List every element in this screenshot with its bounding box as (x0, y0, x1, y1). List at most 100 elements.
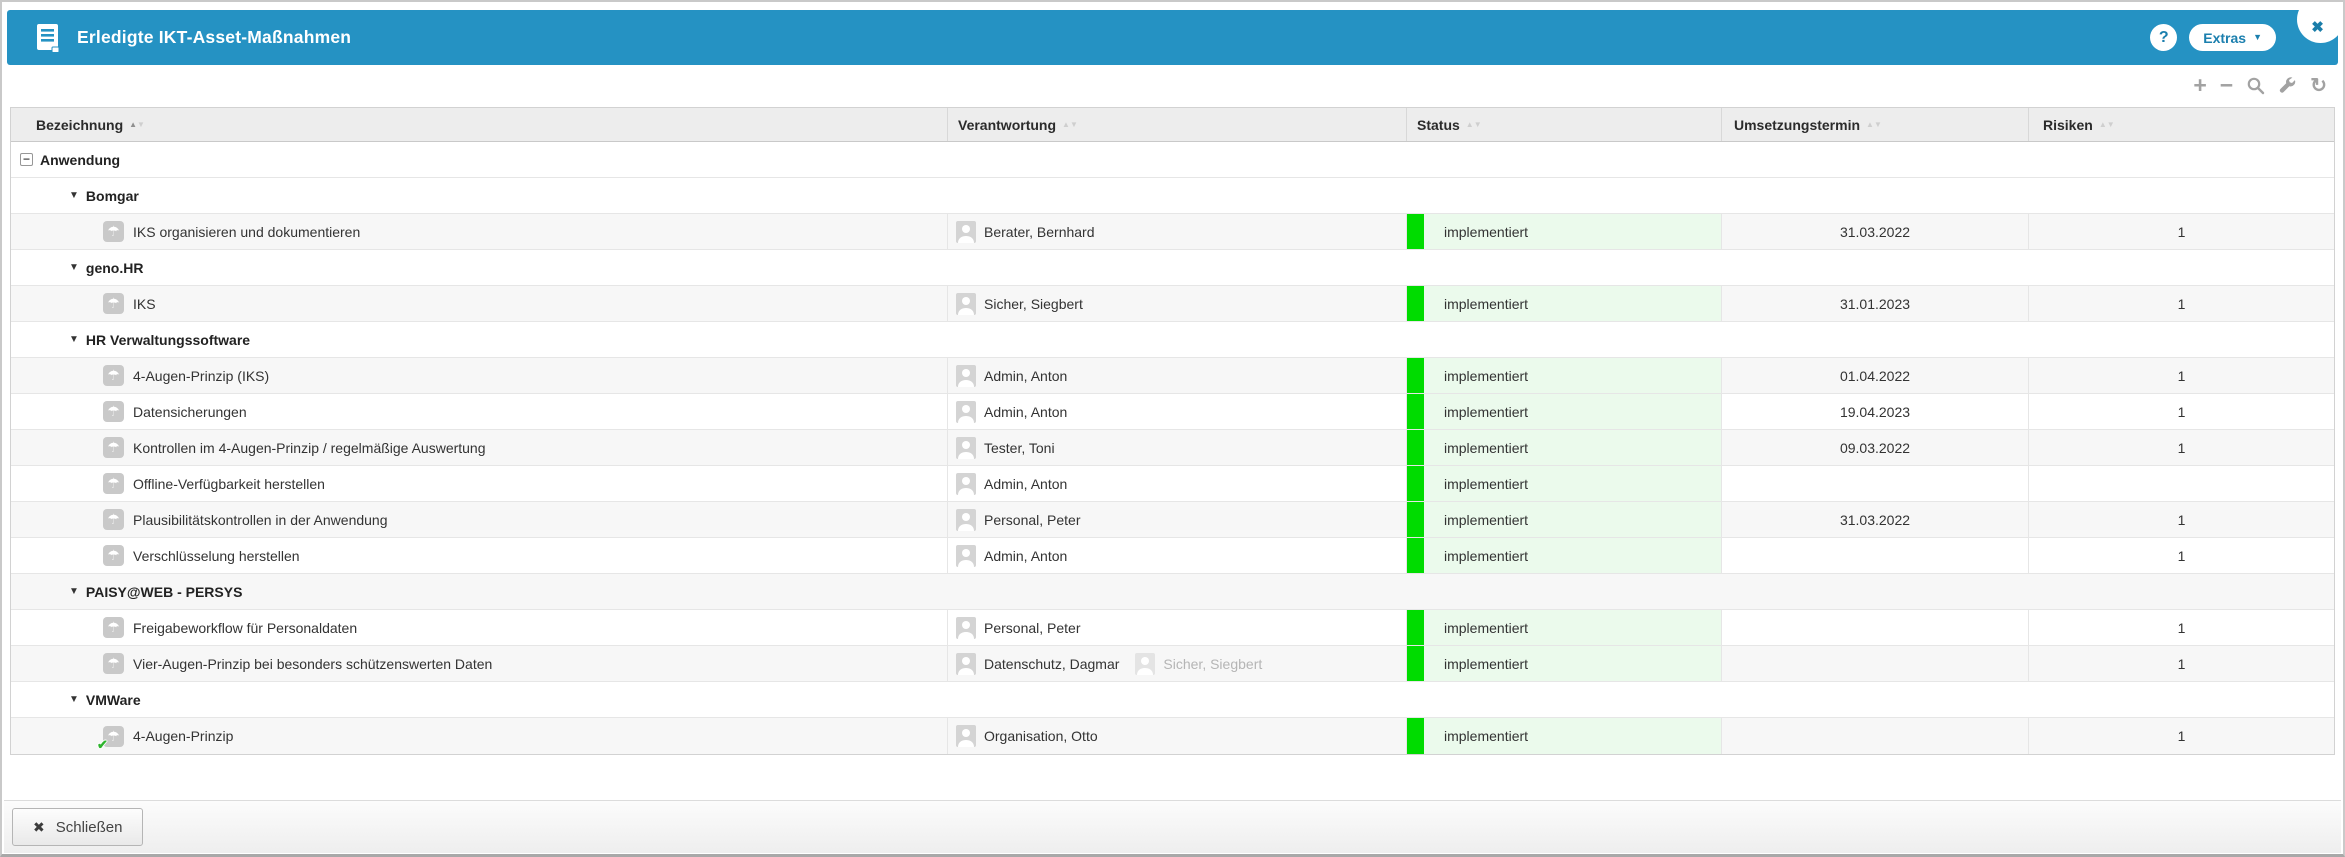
collapse-triangle-icon[interactable]: ▼ (69, 190, 79, 201)
sort-desc-icon[interactable]: ▼ (137, 119, 145, 129)
status-label: implementiert (1444, 295, 1529, 312)
measure-row[interactable]: ☂ Verschlüsselung herstellen Admin, Anton i… (11, 538, 2334, 574)
responsible-person: Sicher, Siegbert (1135, 652, 1262, 675)
column-label: Status (1417, 116, 1460, 133)
status-label: implementiert (1444, 439, 1529, 456)
titlebar-controls: ? Extras ▼ (2150, 24, 2276, 51)
extras-button[interactable]: Extras ▼ (2189, 24, 2276, 51)
risiken-cell: 1 (2177, 728, 2186, 744)
risiken-cell (2029, 466, 2334, 501)
measure-row[interactable]: ☂ IKS Sicher, Siegbert implementiert 31.01.2… (11, 286, 2334, 322)
measure-label: 4-Augen-Prinzip (IKS) (133, 367, 270, 384)
status-label: implementiert (1444, 511, 1529, 528)
group-row[interactable]: ▼ Bomgar (11, 178, 2334, 214)
add-icon[interactable]: + (2193, 72, 2207, 98)
search-icon[interactable] (2246, 76, 2265, 95)
sort-icons[interactable]: ▲ ▼ (1465, 119, 1482, 129)
collapse-triangle-icon[interactable]: ▼ (69, 334, 79, 345)
measure-row[interactable]: ☂ Kontrollen im 4-Augen-Prinzip / regelmä… (11, 430, 2334, 466)
column-header-bezeichnung[interactable]: Bezeichnung ▲ ▼ (11, 108, 948, 141)
status-cell: implementiert (1407, 466, 1722, 501)
avatar-icon (1135, 652, 1156, 675)
close-dialog-button[interactable]: ✖ Schließen (12, 808, 144, 846)
sort-icons[interactable]: ▲ ▼ (1866, 119, 1882, 129)
measure-label: IKS (133, 295, 156, 312)
sort-asc-icon[interactable]: ▲ (1465, 119, 1474, 129)
status-cell: implementiert (1407, 214, 1722, 249)
status-cell: implementiert (1407, 538, 1722, 573)
measure-umbrella-icon: ☂ (103, 221, 124, 242)
measure-row[interactable]: ☂ Vier-Augen-Prinzip bei besonders schütz… (11, 646, 2334, 682)
sort-icons[interactable]: ▲ ▼ (1062, 119, 1078, 129)
measure-row[interactable]: ☂ ✔ 4-Augen-Prinzip Organisation, Otto imple… (11, 718, 2334, 754)
umsetzungstermin-cell: 19.04.2023 (1722, 394, 2029, 429)
measure-umbrella-icon: ☂ (103, 293, 124, 314)
measure-row[interactable]: ☂ Freigabeworkflow für Personaldaten Perso… (11, 610, 2334, 646)
sort-desc-icon[interactable]: ▼ (1473, 119, 1482, 129)
bezeichnung-cell: ☂ IKS (11, 286, 948, 321)
sort-asc-icon[interactable]: ▲ (1866, 119, 1874, 129)
bezeichnung-cell: ☂ ✔ 4-Augen-Prinzip (11, 718, 948, 754)
measure-umbrella-icon: ☂ (103, 509, 124, 530)
collapse-triangle-icon[interactable]: ▼ (69, 694, 79, 705)
bezeichnung-cell: ☂ Kontrollen im 4-Augen-Prinzip / regelmä… (11, 430, 948, 465)
sort-icons[interactable]: ▲ ▼ (2098, 119, 2115, 129)
column-header-verantwortung[interactable]: Verantwortung ▲ ▼ (948, 108, 1407, 141)
group-row[interactable]: ▼ geno.HR (11, 250, 2334, 286)
collapse-triangle-icon[interactable]: ▼ (69, 586, 79, 597)
responsible-person: Organisation, Otto (956, 725, 1098, 747)
status-color-bar (1407, 646, 1424, 681)
group-row[interactable]: ▼ PAISY@WEB - PERSYS (11, 574, 2334, 610)
column-label: Umsetzungstermin (1734, 116, 1861, 133)
dialog-close-button[interactable]: ✖ (2297, 2, 2343, 43)
group-label: HR Verwaltungssoftware (85, 331, 251, 348)
bezeichnung-cell: ☂ IKS organisieren und dokumentieren (11, 214, 948, 249)
verantwortung-cell: Tester, Toni (948, 430, 1407, 465)
status-color-bar (1407, 394, 1424, 429)
verantwortung-cell: Admin, Anton (948, 466, 1407, 501)
footer-bar: ✖ Schließen (4, 800, 2341, 853)
status-cell: implementiert (1407, 610, 1722, 645)
group-row[interactable]: ▼ HR Verwaltungssoftware (11, 322, 2334, 358)
collapse-minus-icon[interactable]: − (20, 153, 33, 166)
sort-asc-icon[interactable]: ▲ (2098, 119, 2107, 129)
sort-asc-icon[interactable]: ▲ (129, 119, 138, 129)
measure-row[interactable]: ☂ Offline-Verfügbarkeit herstellen Admin, … (11, 466, 2334, 502)
measure-label: Datensicherungen (133, 403, 247, 420)
column-header-status[interactable]: Status ▲ ▼ (1407, 108, 1722, 141)
bezeichnung-cell: ☂ Plausibilitätskontrollen in der Anwendu… (11, 502, 948, 537)
sort-desc-icon[interactable]: ▼ (1873, 119, 1882, 129)
responsible-person: Berater, Bernhard (956, 220, 1095, 243)
avatar-icon (956, 400, 976, 423)
measure-row[interactable]: ☂ 4-Augen-Prinzip (IKS) Admin, Anton implem… (11, 358, 2334, 394)
risiken-cell: 1 (2177, 547, 2186, 564)
collapse-triangle-icon[interactable]: ▼ (69, 262, 79, 273)
group-row[interactable]: ▼ VMWare (11, 682, 2334, 718)
umsetzungstermin-cell (1722, 466, 2029, 501)
group-row[interactable]: − Anwendung (11, 142, 2334, 178)
sort-desc-icon[interactable]: ▼ (1069, 119, 1078, 129)
wrench-icon[interactable] (2278, 76, 2297, 95)
close-x-icon: ✖ (33, 818, 45, 835)
measure-label: Plausibilitätskontrollen in der Anwendun… (133, 511, 388, 528)
status-color-bar (1407, 430, 1424, 465)
measure-umbrella-icon: ☂ (103, 473, 124, 494)
remove-icon[interactable]: − (2219, 72, 2234, 98)
measures-table: Bezeichnung ▲ ▼ Verantwortung ▲ ▼ Status ▲… (10, 107, 2335, 755)
group-label: PAISY@WEB - PERSYS (85, 583, 243, 600)
sort-icons[interactable]: ▲ ▼ (129, 119, 145, 129)
verantwortung-cell: Admin, Anton (948, 358, 1407, 393)
help-button[interactable]: ? (2150, 24, 2178, 51)
column-header-umsetzungstermin[interactable]: Umsetzungstermin ▲ ▼ (1722, 108, 2029, 141)
sort-asc-icon[interactable]: ▲ (1062, 119, 1070, 129)
avatar-icon (956, 472, 976, 495)
measure-row[interactable]: ☂ Datensicherungen Admin, Anton implementie… (11, 394, 2334, 430)
refresh-icon[interactable]: ↻ (2310, 74, 2327, 97)
sort-desc-icon[interactable]: ▼ (2106, 119, 2115, 129)
column-header-risiken[interactable]: Risiken ▲ ▼ (2029, 108, 2334, 141)
verantwortung-cell: Personal, Peter (948, 502, 1407, 537)
avatar-icon (956, 508, 976, 531)
responsible-person: Tester, Toni (956, 436, 1055, 459)
measure-row[interactable]: ☂ Plausibilitätskontrollen in der Anwendu… (11, 502, 2334, 538)
measure-row[interactable]: ☂ IKS organisieren und dokumentieren Berat… (11, 214, 2334, 250)
